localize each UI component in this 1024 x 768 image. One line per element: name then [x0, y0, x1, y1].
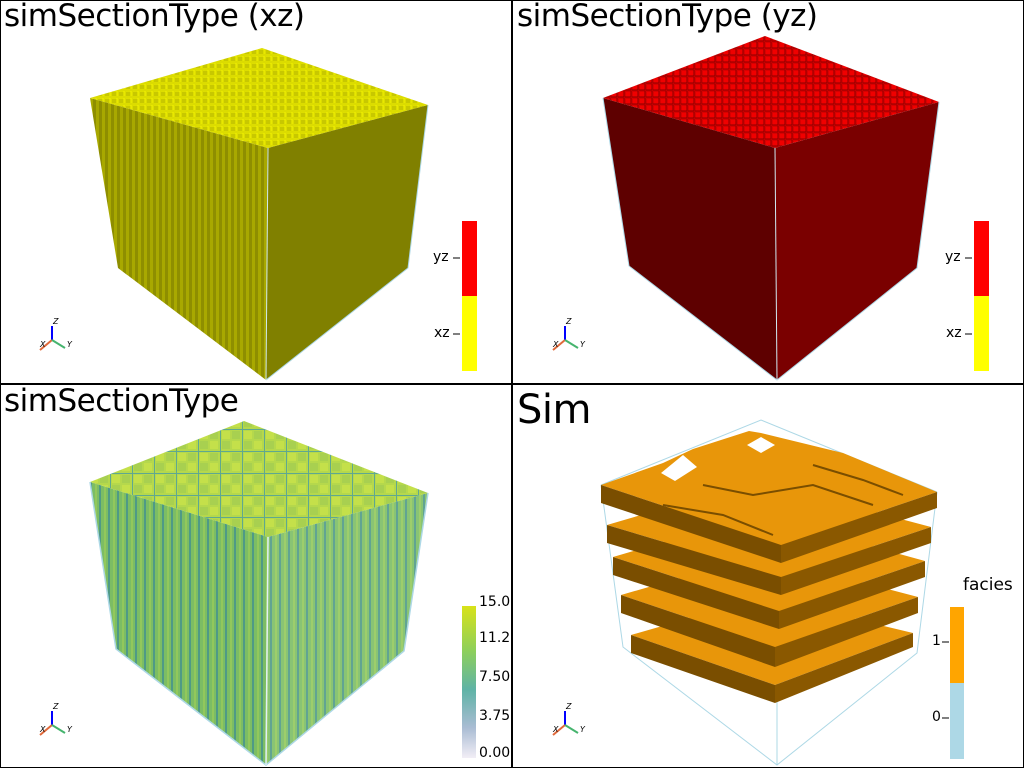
scalar-bar-title: facies — [963, 575, 1013, 595]
axis-label-z: Z — [53, 317, 59, 326]
panel-divider-horizontal — [0, 383, 1024, 385]
scalar-bar-label-xz: xz — [946, 325, 962, 341]
axis-label-z: Z — [566, 317, 572, 326]
cube-right-face — [266, 493, 428, 765]
scalar-bar-label-yz: yz — [945, 249, 961, 265]
orientation-axes — [552, 326, 579, 351]
viewport-section-type[interactable]: simSectionType 15.0 11.2 7.50 3.75 0.00 … — [0, 385, 511, 768]
cube-top-face — [603, 36, 939, 148]
axis-label-x: X — [553, 340, 559, 349]
axis-label-y: Y — [67, 725, 72, 734]
viewport-section-yz[interactable]: simSectionType (yz) yz xz Z X Y — [513, 0, 1024, 383]
orientation-axes — [39, 326, 66, 351]
render-view-sim[interactable] — [513, 385, 1024, 768]
scalar-bar-yz — [974, 221, 989, 296]
viewport-section-xz[interactable]: simSectionType (xz) yz xz Z X Y — [0, 0, 511, 383]
scalar-bar-continuous — [462, 606, 476, 758]
panel-title: simSectionType (xz) — [4, 0, 305, 34]
cube-left-face — [90, 482, 268, 765]
panel-title: Sim — [517, 387, 591, 433]
render-view-yz[interactable] — [513, 0, 1024, 383]
axis-label-y: Y — [67, 340, 72, 349]
axis-label-y: Y — [580, 725, 585, 734]
scalar-bar-tick: 0.00 — [479, 745, 511, 761]
scalar-bar-label-xz: xz — [434, 325, 450, 341]
orientation-axes — [39, 711, 66, 736]
scalar-bar-tick: 11.2 — [479, 630, 511, 646]
scalar-bar-tick: 7.50 — [479, 669, 511, 685]
scalar-bar-tick: 3.75 — [479, 708, 511, 724]
bounding-box — [265, 104, 429, 381]
orientation-axes — [552, 711, 579, 736]
cube-left-face — [90, 98, 268, 380]
cube-top-face — [90, 421, 428, 537]
scalar-bar-tick: 1 — [932, 633, 941, 649]
axis-label-x: X — [553, 725, 559, 734]
axis-label-y: Y — [580, 340, 585, 349]
axis-label-x: X — [40, 340, 46, 349]
cube-right-face — [775, 102, 939, 380]
axis-label-z: Z — [566, 702, 572, 711]
panel-title: simSectionType (yz) — [517, 0, 818, 34]
scalar-bar-tick: 0 — [932, 709, 941, 725]
cube-left-face — [603, 98, 777, 380]
scalar-bar-yz — [462, 221, 477, 296]
scalar-bar-tick: 15.0 — [479, 594, 511, 610]
viewport-sim[interactable]: Sim facies 1 0 Z X Y — [513, 385, 1024, 768]
panel-title: simSectionType — [4, 385, 239, 419]
axis-label-x: X — [40, 725, 46, 734]
scalar-bar-label-yz: yz — [433, 249, 449, 265]
scalar-bar-facies-1 — [950, 607, 964, 683]
scalar-bar-facies-0 — [950, 683, 964, 759]
render-view-xz[interactable] — [0, 0, 511, 383]
scalar-bar-xz — [974, 296, 989, 371]
scalar-bar-xz — [462, 296, 477, 371]
facies-slab-top — [601, 431, 937, 563]
cube-top-face — [90, 48, 428, 148]
cube-right-face — [266, 105, 428, 380]
render-view-section-type[interactable] — [0, 385, 511, 768]
axis-label-z: Z — [53, 702, 59, 711]
